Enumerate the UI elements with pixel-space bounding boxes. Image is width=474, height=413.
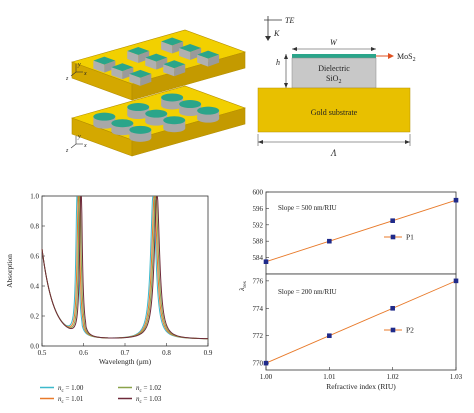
axis-x-label: x: [83, 143, 87, 149]
slope-annotation: Slope = 200 nm/RIU: [278, 288, 337, 296]
y-tick-label: 772: [253, 332, 264, 340]
disk-pillar: [145, 109, 168, 126]
disk-pillar: [161, 93, 184, 110]
fit-line: [263, 199, 457, 263]
axis-glyph-bottom: y x z: [65, 134, 87, 154]
y-tick-label: 0.2: [30, 313, 39, 321]
disk-pillar: [179, 100, 202, 117]
y-tick-label: 584: [253, 254, 264, 262]
axis-y-label: y: [77, 134, 81, 140]
y-tick-label: 592: [253, 221, 264, 229]
y-tick-label: 770: [253, 360, 264, 368]
te-label: TE: [285, 16, 294, 25]
square-pillar: [197, 50, 220, 67]
dielectric-label: Dielectric: [318, 64, 350, 73]
data-point: [263, 360, 269, 366]
plot-frame: [41, 195, 209, 347]
square-pillar: [145, 53, 168, 70]
data-point: [390, 218, 395, 223]
mos2-layer: [292, 54, 376, 58]
y-tick-label: 596: [253, 205, 264, 213]
axis-z-label: z: [65, 148, 69, 154]
legend-marker: [390, 234, 396, 240]
square-pillar: [163, 60, 186, 77]
y-tick-label: 588: [253, 238, 264, 246]
axis-glyph-top: y x z: [65, 62, 87, 82]
dielectric-block: [291, 57, 377, 89]
legend-label: nc = 1.03: [136, 395, 162, 405]
legend-label: nc = 1.02: [136, 384, 162, 394]
legend-label: nc = 1.00: [58, 384, 84, 394]
x-tick-label: 1.03: [450, 373, 463, 381]
mos2-label: MoS2: [397, 52, 416, 63]
data-point: [327, 333, 332, 339]
sio2-label: SiO2: [326, 74, 341, 85]
square-pillar: [161, 37, 184, 54]
square-pillar: [129, 69, 152, 86]
axis-y-label: y: [77, 62, 81, 68]
legend-label: P2: [406, 326, 414, 335]
x-tick-label: 1.00: [260, 373, 273, 381]
x-tick-label: 1.01: [323, 373, 336, 381]
disk-array-slab: [71, 85, 246, 157]
square-pillar: [111, 63, 134, 80]
data-point: [327, 238, 332, 244]
device-schematic: y x z y x z TE K W MoS2 Dielectric: [65, 16, 416, 158]
y-tick-label: 1.0: [30, 193, 39, 201]
cross-section: TE K W MoS2 Dielectric SiO2 h Gold subst…: [257, 16, 416, 158]
data-point: [263, 259, 269, 264]
data-point: [390, 305, 395, 311]
legend: nc = 1.00 nc = 1.02 nc = 1.01 nc = 1.03: [40, 384, 162, 405]
axis-x-label: x: [83, 71, 87, 77]
y-tick-label: 0.4: [30, 283, 39, 291]
legend-marker: [390, 327, 396, 333]
h-label: h: [276, 58, 280, 67]
fit-line: [263, 280, 457, 365]
y-axis-label: Absorption: [5, 254, 14, 288]
x-axis-label: Wavelength (μm): [99, 357, 152, 366]
y-tick-label: 600: [253, 189, 264, 197]
x-tick-label: 1.02: [387, 373, 400, 381]
k-label: K: [273, 29, 280, 38]
sensitivity-chart: 584 588 592 596 600 Slope = 500 nm/RIU P1 770 77…: [237, 189, 463, 392]
series-line: [41, 196, 209, 340]
absorption-spectrum-chart: 0.0 0.2 0.4 0.6 0.8 1.0 0.5 0.6 0.7 0.8 0.9 Wavelen…: [5, 193, 213, 406]
lambda-label: Λ: [330, 148, 337, 158]
square-array-slab: [71, 29, 246, 101]
axis-z-label: z: [65, 76, 69, 82]
disk-pillar: [163, 116, 186, 133]
y-axis-label: λres: [237, 281, 248, 292]
gold-substrate: [257, 87, 411, 133]
y-tick-label: 774: [253, 305, 264, 313]
legend-label: P1: [406, 233, 414, 242]
x-tick-label: 0.7: [121, 349, 130, 357]
y-tick-label: 0.0: [30, 343, 39, 351]
data-point: [453, 278, 459, 284]
disk-pillar: [111, 119, 134, 136]
w-label: W: [330, 38, 338, 47]
data-point: [453, 197, 459, 203]
x-axis-label: Refractive index (RIU): [326, 382, 396, 391]
x-tick-label: 0.9: [204, 349, 213, 357]
disk-pillar: [127, 103, 150, 120]
x-tick-label: 0.6: [79, 349, 88, 357]
y-tick-label: 0.8: [30, 223, 39, 231]
disk-pillar: [93, 112, 116, 129]
legend-label: nc = 1.01: [58, 395, 84, 405]
substrate-label: Gold substrate: [311, 108, 358, 117]
disk-pillar: [129, 125, 152, 142]
x-tick-label: 0.8: [162, 349, 171, 357]
y-tick-label: 0.6: [30, 253, 39, 261]
x-tick-label: 0.5: [38, 349, 47, 357]
slope-annotation: Slope = 500 nm/RIU: [278, 204, 337, 212]
y-tick-label: 776: [253, 277, 264, 285]
disk-pillar: [197, 106, 220, 123]
